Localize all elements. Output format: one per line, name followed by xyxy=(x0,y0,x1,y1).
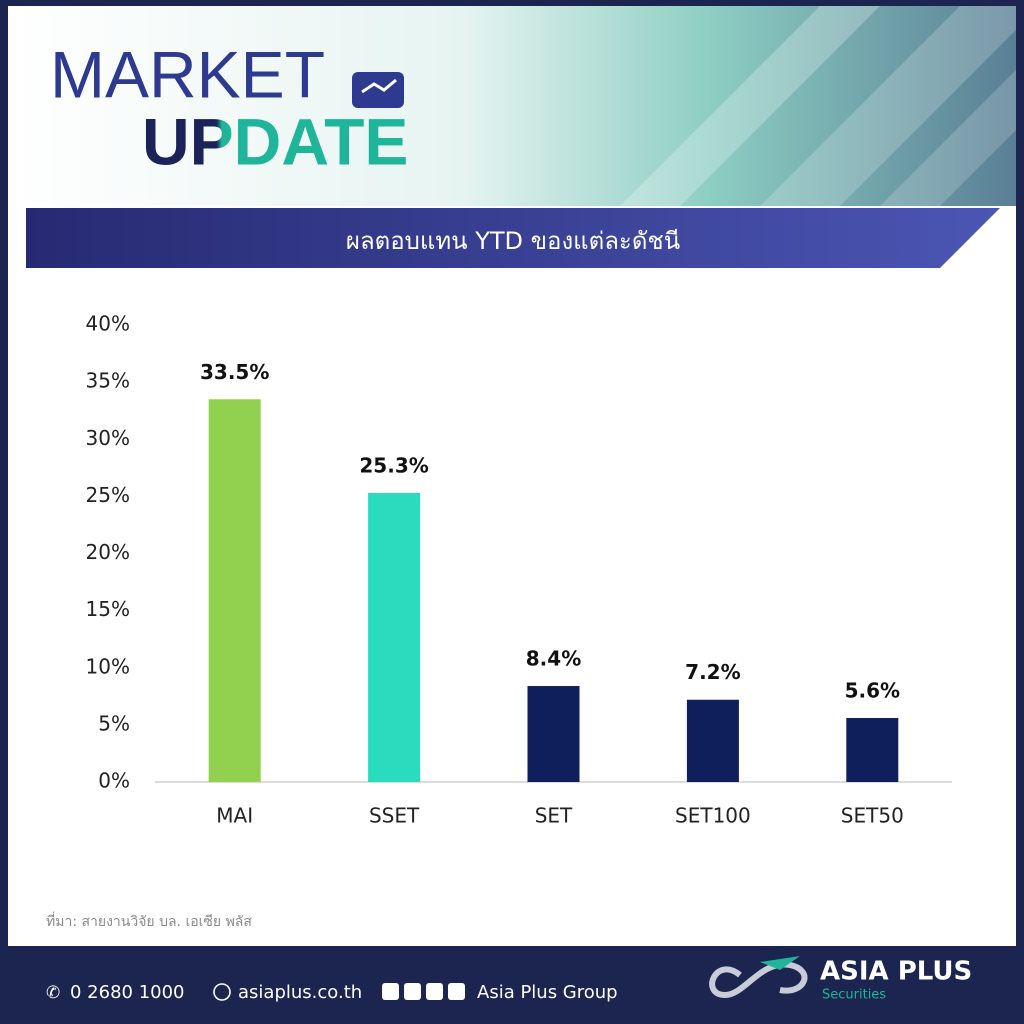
x-tick-label: MAI xyxy=(216,804,253,828)
social-icon xyxy=(382,983,399,1000)
y-tick-label: 40% xyxy=(86,312,130,336)
x-tick-label: SSET xyxy=(369,804,420,828)
chart-icon xyxy=(352,72,404,108)
value-label: 7.2% xyxy=(685,660,740,684)
y-tick-label: 5% xyxy=(98,711,130,735)
header-line2: UPDATE xyxy=(142,104,408,178)
header-line1: MARKET xyxy=(50,37,325,111)
stripe xyxy=(760,6,1016,206)
chart-icon-line xyxy=(361,78,397,94)
y-tick-label: 15% xyxy=(86,597,130,621)
x-tick-label: SET50 xyxy=(841,804,904,828)
logo-mark xyxy=(709,961,808,999)
stripe xyxy=(880,70,1016,206)
y-tick-label: 35% xyxy=(86,369,130,393)
y-tick-label: 20% xyxy=(86,540,130,564)
x-tick-label: SET100 xyxy=(675,804,751,828)
social: Asia Plus Group xyxy=(477,982,618,1003)
social-icon xyxy=(404,983,421,1000)
bar xyxy=(527,686,580,782)
y-tick-label: 10% xyxy=(86,654,130,678)
globe-icon xyxy=(213,983,231,1001)
footer xyxy=(0,946,1024,1024)
brand-sub: Securities xyxy=(822,988,886,1003)
chart-title: ผลตอบแทน YTD ของแต่ละดัชนี xyxy=(346,227,680,255)
header-bg xyxy=(8,6,1016,206)
bar xyxy=(368,492,421,782)
social-icon xyxy=(448,983,465,1000)
title-banner xyxy=(26,208,1000,268)
y-tick-label: 25% xyxy=(86,483,130,507)
bar xyxy=(846,718,899,782)
bar xyxy=(686,699,739,782)
phone-icon: ✆ xyxy=(46,983,60,1003)
x-tick-label: SET xyxy=(535,804,573,828)
value-label: 33.5% xyxy=(200,360,269,384)
stripe xyxy=(620,6,880,206)
value-label: 8.4% xyxy=(526,647,581,671)
bar xyxy=(208,399,261,782)
value-label: 25.3% xyxy=(359,453,428,477)
logo-accent xyxy=(760,956,800,970)
source: ที่มา: สายงานวิจัย บล. เอเซีย พลัส xyxy=(46,912,252,930)
social-icon xyxy=(426,983,443,1000)
y-tick-label: 30% xyxy=(86,426,130,450)
website: asiaplus.co.th xyxy=(238,982,362,1003)
y-tick-label: 0% xyxy=(98,769,130,793)
phone: 0 2680 1000 xyxy=(70,982,185,1003)
brand: ASIA PLUS xyxy=(820,957,972,987)
value-label: 5.6% xyxy=(845,679,900,703)
